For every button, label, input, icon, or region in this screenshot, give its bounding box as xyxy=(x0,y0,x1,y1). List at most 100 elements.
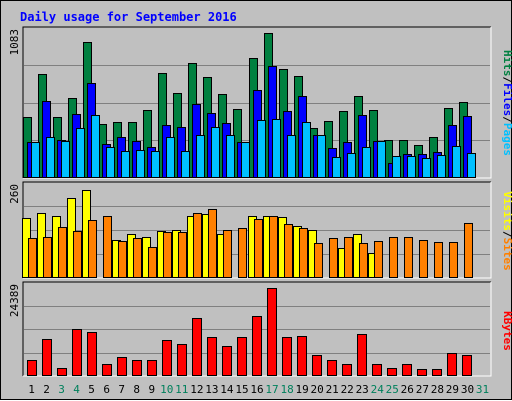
bar-kbytes-day-13 xyxy=(207,337,217,376)
chart-title: Daily usage for September 2016 xyxy=(20,10,237,24)
bar-pages-day-17 xyxy=(272,119,281,178)
x-tick-label-day-10: 10 xyxy=(160,383,173,396)
legend-entry-hits: Hits xyxy=(501,50,512,77)
bar-pages-day-3 xyxy=(61,141,70,178)
bar-sites-day-15 xyxy=(238,228,247,278)
bar-pages-day-15 xyxy=(241,142,250,178)
bar-pages-day-11 xyxy=(181,151,190,178)
bar-sites-day-14 xyxy=(223,230,232,278)
bar-sites-day-12 xyxy=(193,213,202,278)
bar-pages-day-1 xyxy=(31,142,40,178)
bar-sites-day-13 xyxy=(208,209,217,278)
bar-pages-day-9 xyxy=(151,151,160,178)
bar-pages-day-12 xyxy=(196,135,205,178)
x-tick-label-day-19: 19 xyxy=(295,383,308,396)
bar-kbytes-day-19 xyxy=(297,336,307,376)
bar-kbytes-day-10 xyxy=(162,340,172,376)
bar-sites-day-5 xyxy=(88,220,97,278)
x-tick-label-day-2: 2 xyxy=(43,383,50,396)
x-tick-label-day-9: 9 xyxy=(148,383,155,396)
bar-kbytes-day-1 xyxy=(27,360,37,376)
bar-pages-day-4 xyxy=(76,128,85,178)
x-tick-label-day-11: 11 xyxy=(175,383,188,396)
y-max-label-3: 24389 xyxy=(8,284,21,317)
bar-pages-day-28 xyxy=(437,155,446,178)
bar-kbytes-day-12 xyxy=(192,318,202,376)
bar-pages-day-6 xyxy=(106,147,115,178)
bar-sites-day-2 xyxy=(43,237,52,278)
bar-sites-day-9 xyxy=(148,247,157,278)
x-tick-label-day-15: 15 xyxy=(235,383,248,396)
legend-3: KBytes xyxy=(501,311,512,351)
bar-pages-day-16 xyxy=(257,120,266,178)
legend-separator: / xyxy=(501,116,512,123)
x-tick-label-day-20: 20 xyxy=(310,383,323,396)
bar-pages-day-10 xyxy=(166,137,175,178)
bar-sites-day-21 xyxy=(329,238,338,278)
bar-pages-day-5 xyxy=(91,115,100,178)
legend-2: Visits/Sites xyxy=(501,191,512,271)
bar-sites-day-28 xyxy=(434,242,443,278)
bar-sites-day-1 xyxy=(28,238,37,278)
bar-pages-day-30 xyxy=(467,153,476,178)
bar-kbytes-day-26 xyxy=(402,364,412,376)
chart-panel-2: 260 Visits/Sites xyxy=(8,181,512,279)
x-tick-label-day-4: 4 xyxy=(73,383,80,396)
bar-kbytes-day-17 xyxy=(267,288,277,376)
bar-sites-day-17 xyxy=(269,216,278,278)
y-max-label-2: 260 xyxy=(8,184,21,204)
x-tick-label-day-13: 13 xyxy=(205,383,218,396)
bar-kbytes-day-23 xyxy=(357,334,367,376)
bar-kbytes-day-9 xyxy=(147,360,157,376)
x-tick-label-day-29: 29 xyxy=(446,383,459,396)
bar-sites-day-8 xyxy=(133,238,142,278)
series-kbytes xyxy=(27,288,472,376)
bar-pages-day-13 xyxy=(211,127,220,178)
x-tick-label-day-25: 25 xyxy=(386,383,399,396)
legend-entry-sites: Sites xyxy=(501,238,512,271)
bar-sites-day-4 xyxy=(73,231,82,278)
bar-sites-day-26 xyxy=(404,237,413,278)
legend-separator: / xyxy=(501,77,512,84)
bar-sites-day-23 xyxy=(359,243,368,278)
bar-pages-day-19 xyxy=(302,122,311,178)
bar-kbytes-day-11 xyxy=(177,344,187,376)
bar-kbytes-day-2 xyxy=(42,339,52,376)
x-tick-label-day-30: 30 xyxy=(461,383,474,396)
series-pages xyxy=(31,115,476,178)
bar-sites-day-6 xyxy=(103,216,112,278)
legend-separator: / xyxy=(501,231,512,238)
bar-kbytes-day-8 xyxy=(132,360,142,376)
bar-kbytes-day-3 xyxy=(57,368,67,376)
bar-kbytes-day-30 xyxy=(462,355,472,376)
bar-kbytes-day-21 xyxy=(327,360,337,376)
bar-pages-day-22 xyxy=(347,153,356,178)
x-tick-label-day-18: 18 xyxy=(280,383,293,396)
bar-sites-day-10 xyxy=(163,232,172,278)
x-tick-label-day-27: 27 xyxy=(416,383,429,396)
bar-sites-day-25 xyxy=(389,237,398,278)
bar-kbytes-day-15 xyxy=(237,337,247,376)
bar-sites-day-7 xyxy=(118,241,127,278)
bar-kbytes-day-14 xyxy=(222,346,232,376)
bar-sites-day-30 xyxy=(464,223,473,278)
bar-sites-day-20 xyxy=(314,243,323,278)
x-tick-label-day-7: 7 xyxy=(118,383,125,396)
y-max-label-1: 1083 xyxy=(8,29,21,56)
x-tick-label-day-5: 5 xyxy=(88,383,95,396)
x-tick-label-day-14: 14 xyxy=(220,383,234,396)
bar-kbytes-day-20 xyxy=(312,355,322,376)
legend-entry-files: Files xyxy=(501,83,512,116)
bar-kbytes-day-25 xyxy=(387,368,397,376)
x-tick-label-day-17: 17 xyxy=(265,383,278,396)
legend-entry-kbytes: KBytes xyxy=(501,311,512,351)
legend-entry-pages: Pages xyxy=(501,123,512,156)
bar-sites-day-27 xyxy=(419,240,428,278)
legend-1: Hits/Files/Pages xyxy=(501,50,512,156)
bar-sites-day-24 xyxy=(374,241,383,278)
bar-kbytes-day-18 xyxy=(282,337,292,376)
x-tick-label-day-23: 23 xyxy=(356,383,369,396)
bar-kbytes-day-28 xyxy=(432,369,442,376)
